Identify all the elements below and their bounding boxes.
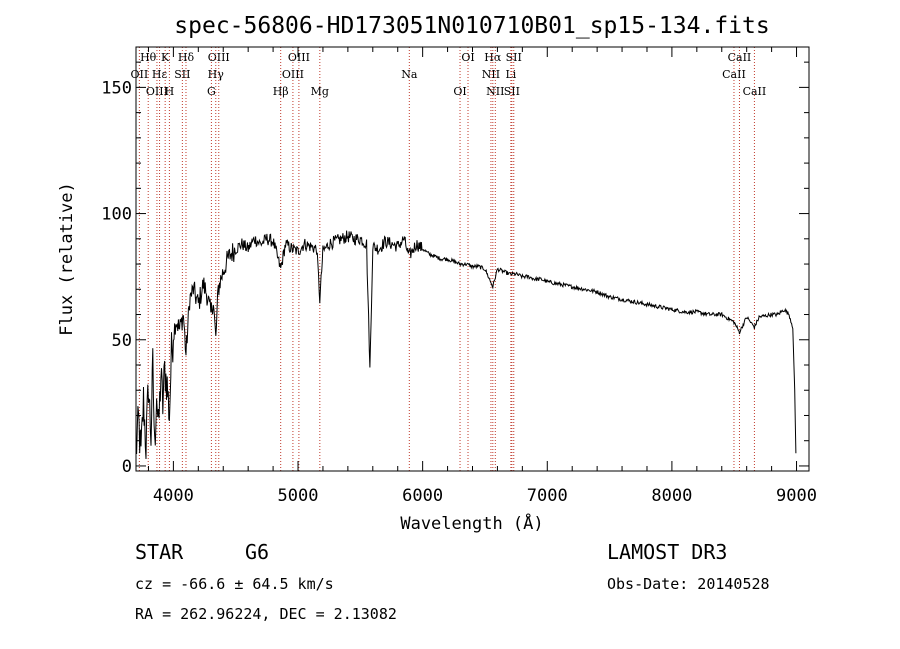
line-marker-label: Na xyxy=(401,68,418,81)
line-marker-label: OI xyxy=(453,85,466,98)
line-markers: Hθ K Hδ OIII OIII OI Hα SII CaII OII Hε SII Hγ OIII Na… xyxy=(131,47,767,471)
line-marker-label: SII xyxy=(174,68,190,81)
y-tick-label: 100 xyxy=(101,205,132,225)
line-marker-label: NII xyxy=(486,85,504,98)
x-tick-label: 5000 xyxy=(278,486,319,506)
x-tick-label: 7000 xyxy=(527,486,568,506)
obs-date: Obs-Date: 20140528 xyxy=(607,575,770,593)
line-marker-label: OIII xyxy=(146,85,168,98)
x-axis-label: Wavelength (Å) xyxy=(400,512,543,534)
x-tick-label: 4000 xyxy=(153,486,194,506)
y-tick-label: 150 xyxy=(101,78,132,98)
object-class: STAR xyxy=(135,540,184,564)
line-marker-label: Hα xyxy=(484,51,502,64)
chart-title: spec-56806-HD173051N010710B01_sp15-134.f… xyxy=(174,13,769,39)
subclass: G6 xyxy=(245,540,269,564)
axis-ticks: 4000 5000 6000 7000 8000 9000 0 50 100 150 xyxy=(101,47,817,506)
line-marker-label: Mg xyxy=(311,85,329,98)
x-tick-label: 9000 xyxy=(776,486,817,506)
line-marker-label: Hγ xyxy=(208,68,225,81)
survey-name: LAMOST DR3 xyxy=(607,540,727,564)
line-marker-label: Hθ xyxy=(140,51,157,64)
line-marker-label: H xyxy=(165,85,175,98)
line-marker-label: SII xyxy=(504,85,520,98)
line-marker-label: K xyxy=(161,51,170,64)
line-marker-label: Li xyxy=(505,68,516,81)
spectrum-line xyxy=(135,230,797,460)
x-tick-label: 6000 xyxy=(402,486,443,506)
line-marker-label: CaII xyxy=(728,51,752,64)
line-marker-label: G xyxy=(207,85,216,98)
line-marker-label: CaII xyxy=(722,68,746,81)
line-marker-label: OIII xyxy=(288,51,310,64)
line-marker-label: OIII xyxy=(282,68,304,81)
radec-line: RA = 262.96224, DEC = 2.13082 xyxy=(135,605,397,623)
line-marker-label: CaII xyxy=(743,85,767,98)
y-axis-label: Flux (relative) xyxy=(57,182,77,336)
line-marker-label: OII xyxy=(131,68,149,81)
redshift-line: cz = -66.6 ± 64.5 km/s xyxy=(135,575,334,593)
line-marker-label: NII xyxy=(482,68,500,81)
y-tick-label: 50 xyxy=(112,331,132,351)
line-marker-label: SII xyxy=(506,51,522,64)
line-marker-label: OI xyxy=(461,51,474,64)
line-marker-label: Hβ xyxy=(273,85,289,98)
x-tick-label: 8000 xyxy=(651,486,692,506)
line-marker-label: Hε xyxy=(152,68,168,81)
line-marker-label: OIII xyxy=(208,51,230,64)
line-marker-label: Hδ xyxy=(178,51,195,64)
y-tick-label: 0 xyxy=(122,457,132,477)
plot-frame xyxy=(135,46,810,472)
